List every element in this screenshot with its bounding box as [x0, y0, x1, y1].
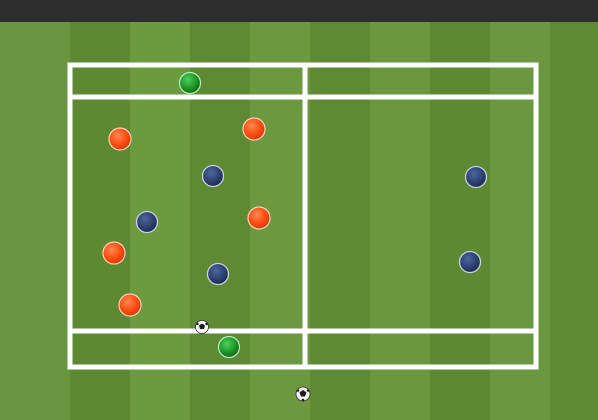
- player-disc-icon[interactable]: [201, 164, 225, 188]
- player-disc-icon[interactable]: [178, 71, 202, 95]
- player-disc-icon[interactable]: [108, 127, 132, 151]
- window-top-bar: [0, 0, 598, 22]
- soccer-ball-icon[interactable]: [295, 386, 311, 402]
- team-green: [178, 71, 241, 359]
- player-disc-icon[interactable]: [464, 165, 488, 189]
- player-disc-icon[interactable]: [118, 293, 142, 317]
- grass-stripes: [0, 22, 598, 420]
- player-disc-icon[interactable]: [102, 241, 126, 265]
- pitch: [0, 22, 598, 420]
- player-disc-icon[interactable]: [135, 210, 159, 234]
- soccer-ball-icon[interactable]: [195, 320, 209, 334]
- player-disc-icon[interactable]: [217, 335, 241, 359]
- team-blue: [135, 164, 488, 286]
- player-disc-icon[interactable]: [247, 206, 271, 230]
- player-disc-icon[interactable]: [206, 262, 230, 286]
- team-orange: [102, 117, 271, 317]
- field-lines: [67, 62, 539, 370]
- player-disc-icon[interactable]: [242, 117, 266, 141]
- player-disc-icon[interactable]: [458, 250, 482, 274]
